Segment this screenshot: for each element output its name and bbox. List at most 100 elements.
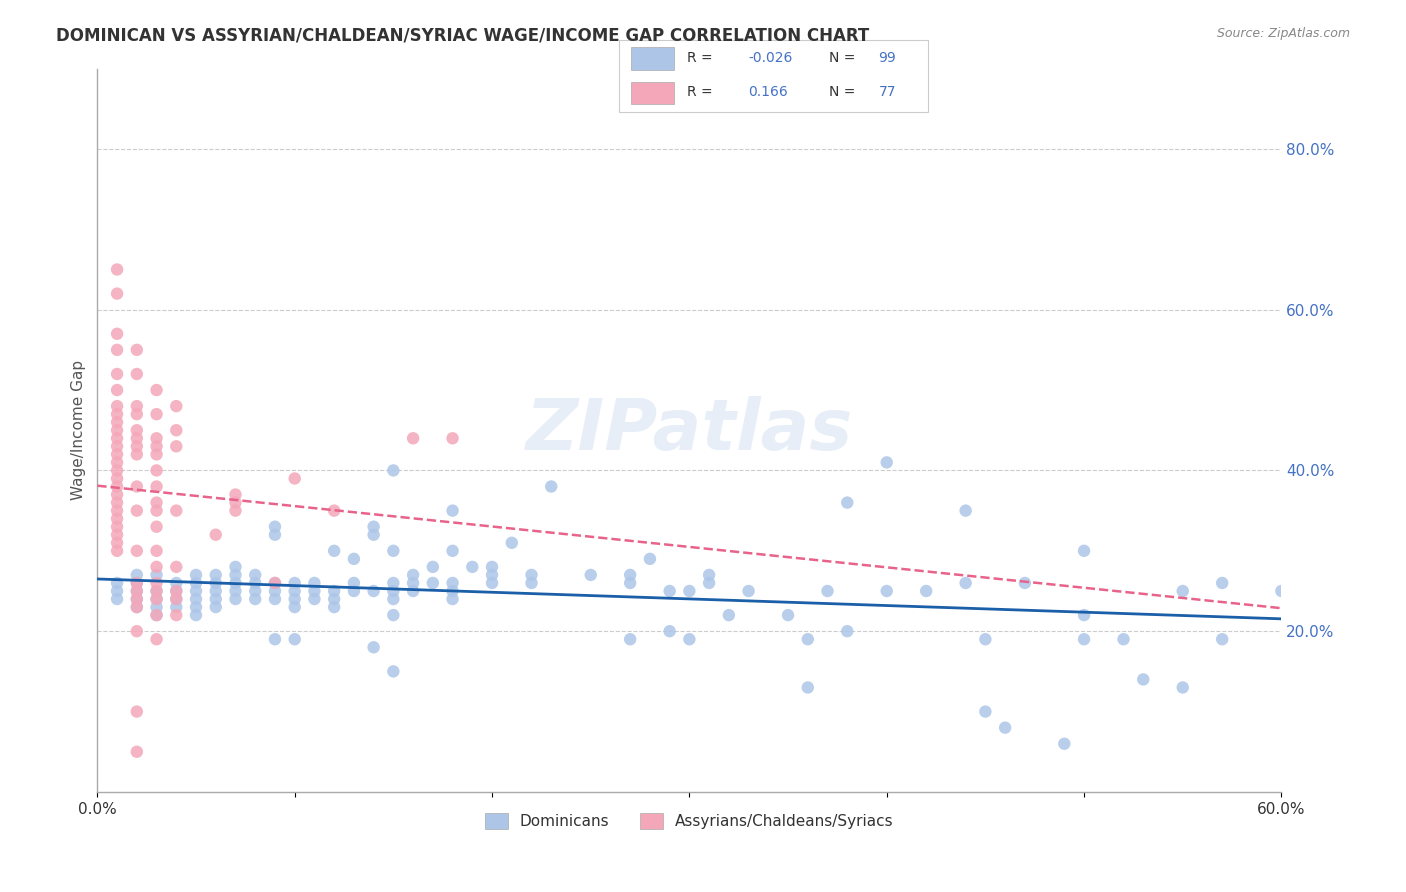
Point	[165, 592, 187, 607]
Point	[125, 399, 148, 413]
Point	[105, 423, 128, 437]
Point	[105, 286, 128, 301]
Point	[382, 665, 405, 679]
Point	[481, 560, 503, 574]
FancyBboxPatch shape	[619, 40, 928, 112]
Point	[145, 447, 167, 461]
Point	[422, 576, 444, 591]
Point	[224, 568, 246, 582]
Text: 77: 77	[879, 86, 896, 99]
Point	[382, 544, 405, 558]
Point	[264, 519, 287, 533]
Text: N =: N =	[830, 51, 859, 65]
Point	[165, 584, 187, 599]
Point	[204, 527, 226, 541]
Point	[145, 584, 167, 599]
Point	[145, 600, 167, 615]
Point	[125, 745, 148, 759]
Point	[520, 568, 543, 582]
Point	[264, 592, 287, 607]
Point	[145, 503, 167, 517]
FancyBboxPatch shape	[631, 81, 675, 104]
Point	[678, 584, 700, 599]
Point	[105, 407, 128, 421]
Point	[797, 681, 820, 695]
Point	[1112, 632, 1135, 647]
Point	[145, 632, 167, 647]
Point	[165, 423, 187, 437]
Point	[382, 592, 405, 607]
Point	[382, 576, 405, 591]
Point	[145, 576, 167, 591]
Point	[323, 600, 346, 615]
Point	[323, 544, 346, 558]
Point	[125, 624, 148, 639]
Point	[184, 584, 207, 599]
Point	[125, 568, 148, 582]
Point	[837, 495, 859, 509]
Point	[165, 592, 187, 607]
Point	[125, 592, 148, 607]
Point	[837, 624, 859, 639]
Point	[323, 592, 346, 607]
Text: 0.166: 0.166	[748, 86, 789, 99]
Point	[125, 407, 148, 421]
Point	[125, 600, 148, 615]
Point	[245, 584, 267, 599]
Point	[461, 560, 484, 574]
Point	[955, 576, 977, 591]
Point	[1073, 544, 1095, 558]
Point	[579, 568, 602, 582]
Text: Source: ZipAtlas.com: Source: ZipAtlas.com	[1216, 27, 1350, 40]
Point	[125, 576, 148, 591]
Point	[797, 632, 820, 647]
Point	[105, 455, 128, 469]
Point	[145, 584, 167, 599]
Point	[284, 576, 307, 591]
Point	[678, 632, 700, 647]
Point	[105, 439, 128, 453]
Point	[363, 584, 385, 599]
Point	[224, 560, 246, 574]
Point	[204, 584, 226, 599]
Point	[1132, 673, 1154, 687]
Point	[105, 447, 128, 461]
Point	[402, 576, 425, 591]
Point	[224, 584, 246, 599]
Point	[145, 608, 167, 623]
Point	[145, 592, 167, 607]
Point	[145, 608, 167, 623]
Point	[264, 576, 287, 591]
Point	[125, 431, 148, 445]
Point	[145, 519, 167, 533]
Point	[165, 439, 187, 453]
Point	[304, 576, 326, 591]
Point	[540, 479, 562, 493]
Point	[105, 383, 128, 397]
Text: R =: R =	[686, 86, 721, 99]
Text: -0.026: -0.026	[748, 51, 793, 65]
Point	[441, 584, 464, 599]
Point	[105, 576, 128, 591]
Point	[284, 600, 307, 615]
Point	[165, 608, 187, 623]
Point	[245, 576, 267, 591]
Point	[284, 592, 307, 607]
Text: N =: N =	[830, 86, 859, 99]
Point	[363, 519, 385, 533]
Point	[145, 407, 167, 421]
Text: DOMINICAN VS ASSYRIAN/CHALDEAN/SYRIAC WAGE/INCOME GAP CORRELATION CHART: DOMINICAN VS ASSYRIAN/CHALDEAN/SYRIAC WA…	[56, 27, 869, 45]
Point	[441, 503, 464, 517]
Point	[125, 503, 148, 517]
Point	[125, 576, 148, 591]
Point	[284, 584, 307, 599]
Point	[125, 584, 148, 599]
Point	[204, 600, 226, 615]
Point	[105, 479, 128, 493]
Point	[304, 592, 326, 607]
Point	[125, 367, 148, 381]
Point	[224, 487, 246, 501]
Point	[323, 503, 346, 517]
Point	[441, 576, 464, 591]
Point	[1211, 632, 1233, 647]
